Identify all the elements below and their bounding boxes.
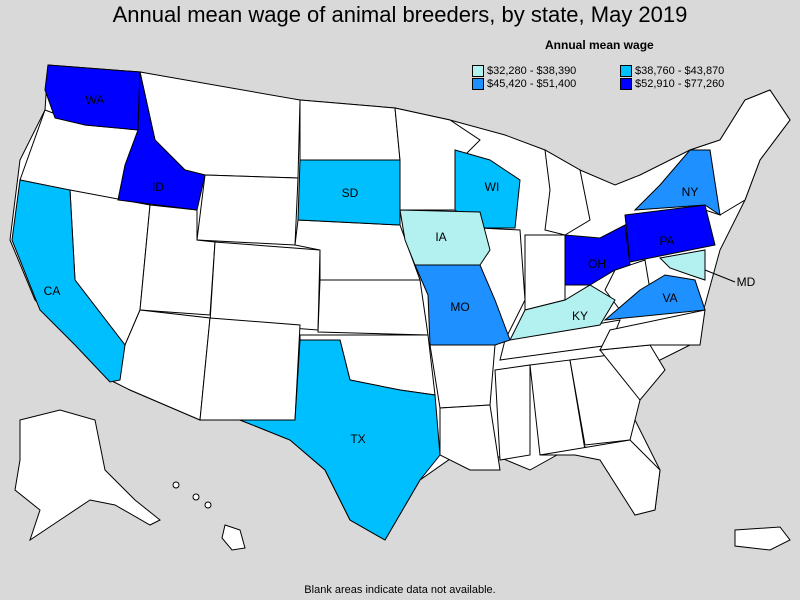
- state-oh: [564, 224, 631, 286]
- state-nd: [299, 99, 401, 161]
- legend-item-2: $38,760 - $43,870: [620, 65, 724, 77]
- legend-swatch-icon: [472, 78, 484, 90]
- legend-swatch-icon: [472, 65, 484, 77]
- state-wi: [454, 149, 521, 229]
- state-id: [117, 71, 206, 211]
- legend-swatch-icon: [620, 78, 632, 90]
- state-tx: [239, 339, 441, 541]
- state-mn: [394, 107, 481, 211]
- state-ak: [14, 409, 161, 542]
- state-ut: [139, 204, 216, 316]
- map-title: Annual mean wage of animal breeders, by …: [112, 2, 688, 27]
- legend-label: $52,910 - $77,260: [635, 78, 725, 90]
- state-pa: [624, 204, 716, 263]
- legend-item-4: $52,910 - $77,260: [620, 78, 724, 90]
- state-ca: [11, 179, 126, 383]
- label-va: VA: [662, 291, 677, 305]
- state-nv: [69, 189, 151, 346]
- state-co: [209, 241, 321, 331]
- label-tx: TX: [350, 432, 365, 446]
- state-tn: [499, 319, 621, 361]
- label-wa: WA: [86, 93, 105, 107]
- label-md: MD: [737, 275, 756, 289]
- state-mo: [414, 264, 511, 346]
- state-ky: [509, 284, 616, 341]
- state-ne: [294, 219, 421, 281]
- label-wi: WI: [485, 180, 500, 194]
- state-ok: [299, 334, 436, 396]
- state-al: [529, 359, 586, 456]
- state-la: [439, 404, 501, 471]
- state-mi: [544, 149, 591, 236]
- state-in: [524, 234, 566, 311]
- state-nm: [199, 317, 301, 421]
- hawaii-island: [192, 493, 200, 501]
- label-ny: NY: [682, 185, 699, 199]
- state-fl: [539, 439, 661, 516]
- label-ia: IA: [435, 230, 446, 244]
- state-ny: [633, 149, 721, 217]
- state-new-england: [689, 89, 791, 216]
- legend-label: $32,280 - $38,390: [487, 65, 577, 77]
- state-wv: [604, 259, 651, 311]
- footnote: Blank areas indicate data not available.: [304, 584, 496, 596]
- hawaii-island: [172, 481, 180, 489]
- state-wy: [196, 174, 299, 246]
- md-leader-line: [704, 269, 736, 283]
- state-sd: [297, 159, 401, 226]
- label-mo: MO: [450, 300, 469, 314]
- state-ia: [399, 209, 491, 266]
- state-hi: [221, 524, 246, 551]
- state-ks: [317, 279, 429, 336]
- state-ga: [569, 354, 641, 446]
- state-va: [603, 274, 706, 321]
- puerto-rico: [734, 526, 791, 551]
- label-oh: OH: [588, 257, 606, 271]
- legend-label: $38,760 - $43,870: [635, 65, 725, 77]
- state-il: [479, 227, 526, 341]
- legend-item-3: $45,420 - $51,400: [472, 78, 576, 90]
- label-pa: PA: [659, 234, 674, 248]
- us-mainland: [9, 64, 791, 541]
- state-ms: [494, 364, 531, 461]
- state-mt: [139, 71, 301, 179]
- label-ky: KY: [572, 309, 588, 323]
- state-sc: [599, 344, 666, 401]
- legend-item-1: $32,280 - $38,390: [472, 65, 576, 77]
- legend-swatch-icon: [620, 65, 632, 77]
- state-wa: [44, 64, 141, 131]
- state-md: [658, 249, 706, 281]
- state-or: [19, 109, 141, 201]
- state-ar: [429, 344, 496, 409]
- state-az: [109, 309, 211, 421]
- hawaii-island: [204, 501, 212, 509]
- label-id: ID: [152, 180, 164, 194]
- state-nc: [599, 309, 706, 351]
- legend-label: $45,420 - $51,400: [487, 78, 577, 90]
- label-ca: CA: [44, 284, 61, 298]
- label-sd: SD: [342, 186, 359, 200]
- legend-title: Annual mean wage: [545, 38, 654, 52]
